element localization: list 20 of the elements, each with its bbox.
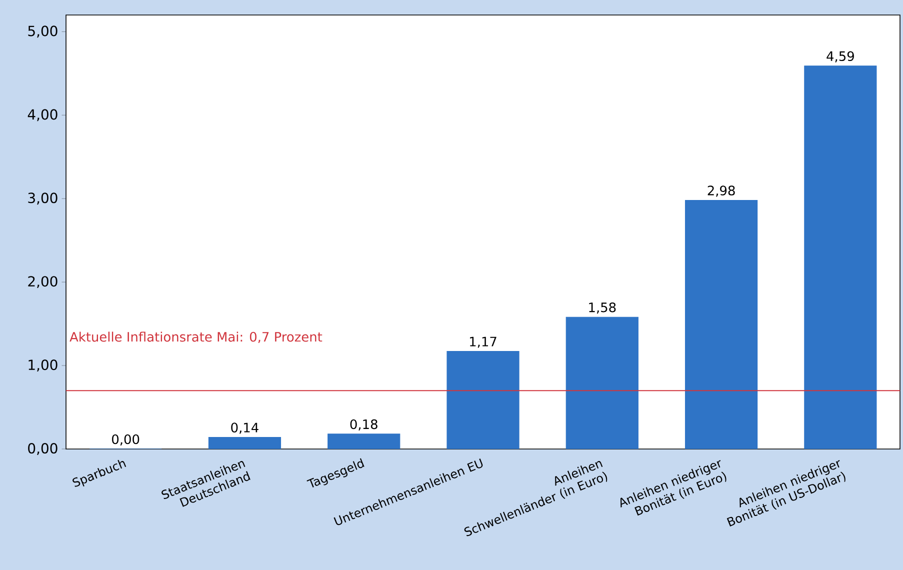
data-label: 0,14 xyxy=(231,422,258,434)
data-label: 1,17 xyxy=(470,336,496,348)
data-label: 1,58 xyxy=(589,302,616,314)
data-label: 2,98 xyxy=(708,186,735,197)
y-tick-label: 5,00 xyxy=(28,26,58,38)
bar xyxy=(566,316,638,449)
bar xyxy=(804,66,877,449)
data-label: 0,18 xyxy=(350,419,378,430)
bar xyxy=(684,200,758,449)
bar xyxy=(328,434,400,449)
y-tick-label: 2,00 xyxy=(28,276,58,288)
bar xyxy=(208,437,282,449)
y-tick-label: 0,00 xyxy=(28,442,58,455)
y-tick-label: 3,00 xyxy=(28,192,58,205)
ref-line-label: Aktuelle Inflationsrate Mai: 0,7 Prozent xyxy=(70,332,322,344)
y-tick-label: 4,00 xyxy=(28,109,58,122)
bar xyxy=(446,351,520,449)
y-tick-label: 1,00 xyxy=(28,360,58,372)
data-label: 4,59 xyxy=(826,51,854,62)
data-label: 0,00 xyxy=(112,434,140,446)
